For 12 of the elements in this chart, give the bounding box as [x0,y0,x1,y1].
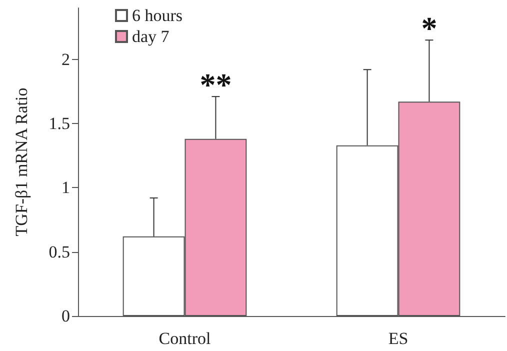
x-tick-label: ES [388,329,408,348]
annotation: * [421,10,438,46]
y-tick-label: 0.5 [48,242,70,262]
y-tick-label: 1 [62,178,70,198]
annotation: ** [200,66,232,103]
y-tick-label: 1.5 [48,114,70,133]
x-tick-label: Control [158,329,211,348]
y-tick-label: 2 [62,50,70,69]
y-tick-label: 0 [62,306,70,326]
y-axis-title: TGF-β1 mRNA Ratio [12,88,31,236]
legend-label: 6 hours [132,6,183,25]
legend-label: day 7 [132,27,170,46]
